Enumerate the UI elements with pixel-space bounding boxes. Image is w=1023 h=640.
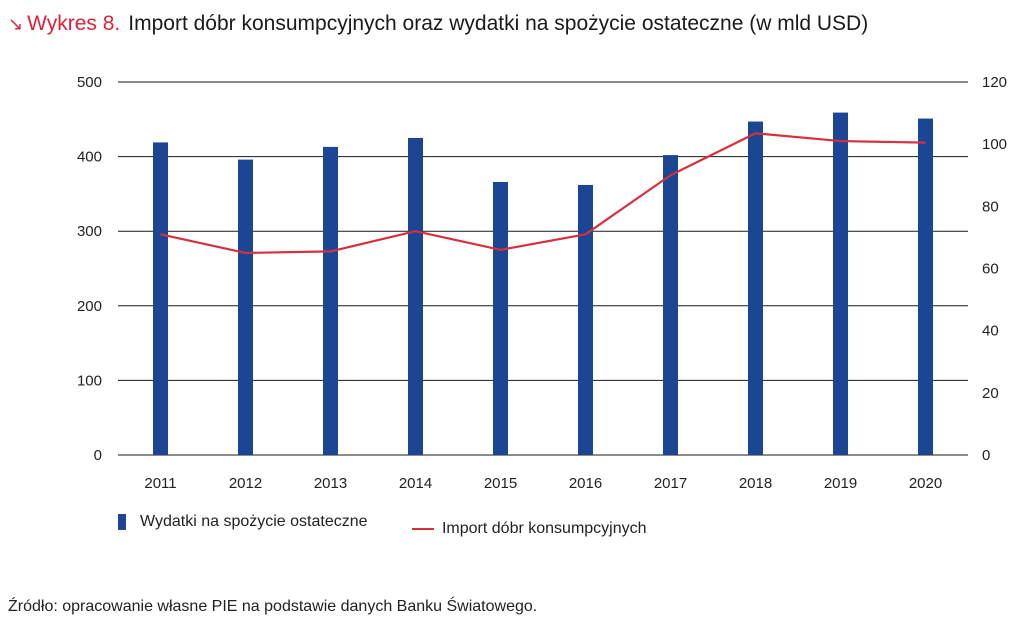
chart-title-text: Import dóbr konsumpcyjnych oraz wydatki … [128, 12, 869, 35]
right-tick-label: 80 [982, 198, 999, 215]
line-series [160, 132, 926, 255]
left-tick-label: 100 [77, 372, 102, 389]
right-tick-label: 60 [982, 261, 999, 278]
x-tick-label: 2020 [909, 475, 942, 492]
right-tick-label: 0 [982, 447, 990, 464]
legend-line-swatch [411, 528, 434, 530]
x-tick-label: 2015 [484, 475, 517, 492]
left-tick-label: 200 [77, 298, 102, 315]
x-tick-label: 2016 [569, 475, 602, 492]
gridlines [118, 81, 968, 456]
bar [748, 121, 763, 456]
legend-item-line: Import dóbr konsumpcyjnych [411, 520, 647, 538]
x-tick-label: 2013 [314, 475, 347, 492]
chart-title: ↘ Wykres 8. Import dóbr konsumpcyjnych ora… [8, 12, 868, 36]
legend: Wydatki na spożycie ostateczne Import dó… [118, 513, 687, 538]
right-tick-label: 40 [982, 323, 999, 340]
right-tick-label: 120 [982, 74, 1007, 91]
left-tick-label: 400 [77, 149, 102, 166]
left-axis-ticks: 0 100 200 300 400 500 [77, 74, 102, 464]
line-path [160, 132, 926, 255]
left-tick-label: 300 [77, 223, 102, 240]
legend-item-bar: Wydatki na spożycie ostateczne [118, 513, 368, 531]
x-axis-ticks: 2011 2012 2013 2014 2015 2016 2017 2018 2019 2020 [144, 475, 942, 492]
bar [663, 155, 678, 455]
x-tick-label: 2018 [739, 475, 772, 492]
bar [323, 146, 338, 456]
bar [578, 184, 593, 455]
legend-bar-swatch [118, 514, 126, 530]
right-axis-ticks: 0 20 40 60 80 100 120 [982, 74, 1007, 464]
bar [408, 137, 423, 455]
bar [493, 181, 508, 456]
x-tick-label: 2017 [654, 475, 687, 492]
bar [238, 159, 253, 456]
bar [833, 112, 848, 455]
source-note: Źródło: opracowanie własne PIE na podsta… [8, 598, 538, 615]
left-tick-label: 500 [77, 74, 102, 91]
x-tick-label: 2012 [229, 475, 262, 492]
x-tick-label: 2011 [144, 475, 176, 492]
legend-bar-label: Wydatki na spożycie ostateczne [140, 513, 368, 530]
legend-line-label: Import dóbr konsumpcyjnych [441, 520, 647, 537]
left-tick-label: 0 [94, 447, 102, 464]
bar [153, 142, 168, 455]
bar [918, 118, 933, 455]
arrow-down-right-icon: ↘ [8, 14, 24, 34]
x-tick-label: 2019 [824, 475, 857, 492]
bar-series [153, 112, 933, 456]
chart-number-label: Wykres 8. [27, 12, 121, 35]
right-tick-label: 20 [982, 385, 999, 402]
x-tick-label: 2014 [399, 475, 432, 492]
right-tick-label: 100 [982, 136, 1007, 153]
